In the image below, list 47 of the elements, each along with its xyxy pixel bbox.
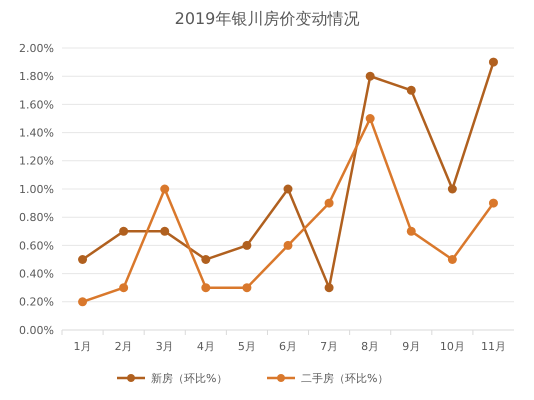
point [201,255,210,264]
point [488,58,498,67]
point [366,114,375,123]
y-tick-label: 1.00% [19,182,54,196]
x-tick-label: 2月 [114,340,133,353]
point [160,184,170,194]
y-tick-label: 1.20% [19,154,54,168]
point [284,240,292,250]
point [201,283,210,292]
point [448,184,457,194]
y-tick-label: 1.60% [19,98,54,112]
y-tick-label: 0.40% [19,267,54,280]
point [324,198,334,208]
point [366,72,375,81]
point [242,283,252,292]
x-tick-label: 9月 [402,340,420,353]
y-tick-label: 0.20% [19,296,54,309]
y-tick-label: 1.40% [19,126,54,140]
point [78,255,88,264]
x-tick-label: 5月 [238,340,256,353]
x-tick-label: 7月 [320,340,338,353]
x-tick-label: 1月 [74,340,92,353]
point [78,297,88,306]
point [119,283,128,292]
x-tick-label: 8月 [361,340,380,353]
y-tick-label: 0.60% [19,239,54,252]
point [406,86,416,95]
y-tick-label: 2.00% [19,42,54,55]
x-tick-label: 11月 [480,340,506,353]
x-tick-label: 10月 [440,340,465,353]
y-tick-label: 0.00% [19,324,54,337]
point [119,226,128,236]
point [284,184,292,194]
point [242,240,252,250]
point [448,255,457,264]
y-tick-label: 0.80% [19,211,54,224]
legend-label: 二手房（环比%） [301,372,388,385]
legend-label: 新房（环比%） [151,372,228,385]
y-tick-label: 1.80% [19,70,54,84]
x-tick-label: 6月 [279,340,297,353]
point [488,198,498,208]
point [406,226,416,236]
point [160,226,170,236]
x-tick-label: 4月 [196,340,215,353]
chart-title: 2019年银川房价变动情况 [174,9,360,28]
x-tick-label: 3月 [156,340,174,353]
point [324,283,334,292]
